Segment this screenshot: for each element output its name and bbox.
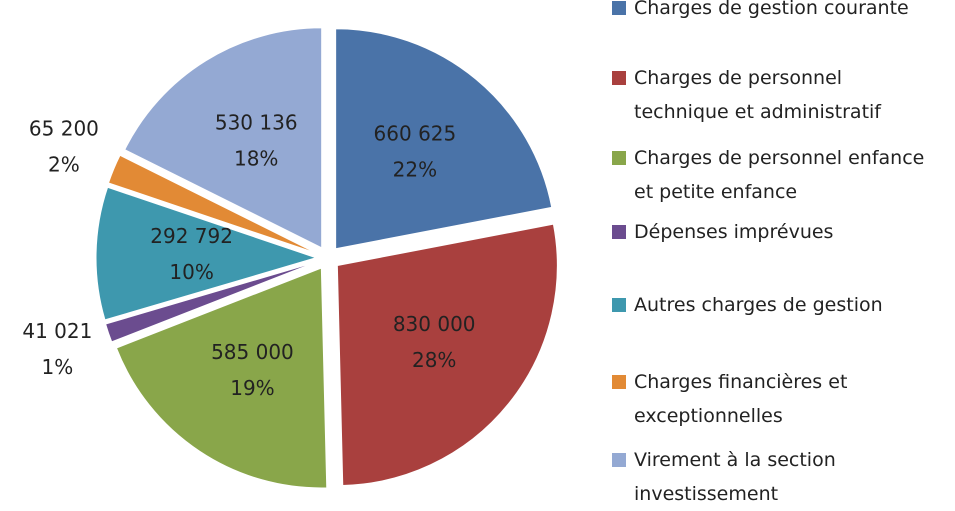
percent-label: 1% <box>41 355 73 379</box>
pie-slice <box>107 154 318 254</box>
data-label: 41 021 <box>22 319 92 343</box>
data-label: 292 792 <box>150 224 233 248</box>
legend-label: Virement à la section investissement <box>634 449 836 505</box>
pie-slice <box>104 261 317 343</box>
legend-item: Autres charges de gestion <box>612 288 942 322</box>
legend-item: Dépenses imprévues <box>612 215 942 249</box>
legend-swatch <box>612 71 626 85</box>
data-label: 830 000 <box>393 312 476 336</box>
legend-label: Autres charges de gestion <box>634 294 883 316</box>
pie-slice <box>336 223 558 486</box>
pie-slice <box>335 28 553 250</box>
pie-slice <box>124 27 323 249</box>
legend-swatch <box>612 225 626 239</box>
data-label: 660 625 <box>374 121 457 145</box>
legend-swatch <box>612 453 626 467</box>
pie-slice <box>115 267 328 489</box>
legend-item: Charges financières et exceptionnelles <box>612 365 942 433</box>
legend-item: Virement à la section investissement <box>612 443 942 511</box>
percent-label: 18% <box>234 147 278 171</box>
legend-swatch <box>612 151 626 165</box>
legend-label: Charges de personnel enfance et petite e… <box>634 147 925 203</box>
legend-swatch <box>612 375 626 389</box>
legend-item: Charges de personnel technique et admini… <box>612 61 942 129</box>
legend-label: Dépenses imprévues <box>634 221 834 243</box>
data-label: 585 000 <box>211 340 294 364</box>
percent-label: 19% <box>230 376 274 400</box>
percent-label: 28% <box>412 348 456 372</box>
legend-label: Charges financières et exceptionnelles <box>634 371 848 427</box>
legend-item: Charges de personnel enfance et petite e… <box>612 141 942 209</box>
legend-label: Charges de gestion courante <box>634 0 909 19</box>
legend-swatch <box>612 298 626 312</box>
legend-label: Charges de personnel technique et admini… <box>634 67 881 123</box>
percent-label: 2% <box>48 153 80 177</box>
legend-swatch <box>612 1 626 15</box>
data-label: 65 200 <box>29 117 99 141</box>
pie-slice <box>95 186 318 321</box>
percent-label: 10% <box>169 260 213 284</box>
percent-label: 22% <box>393 157 437 181</box>
data-label: 530 136 <box>215 111 298 135</box>
legend-item: Charges de gestion courante <box>612 0 942 25</box>
